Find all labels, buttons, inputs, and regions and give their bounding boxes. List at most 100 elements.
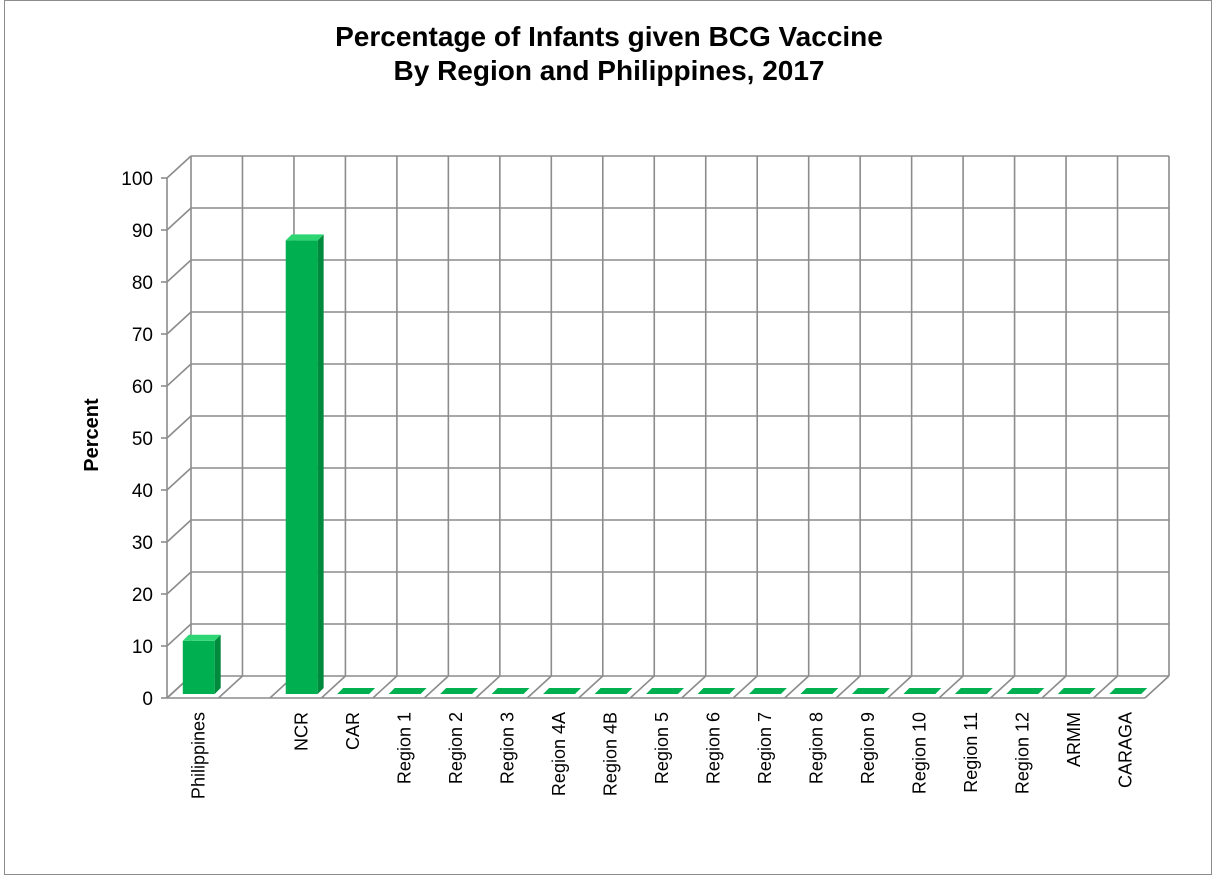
x-category-label-region-11: Region 11: [961, 712, 981, 793]
chart-title-line-1: Percentage of Infants given BCG Vaccine: [335, 21, 883, 52]
bar-top: [285, 234, 324, 241]
x-category-label-region-7: Region 7: [755, 712, 775, 784]
bar-flat: [1006, 688, 1045, 694]
y-tick-label-90: 90: [132, 221, 153, 242]
bar-flat: [646, 688, 684, 694]
bar-Region 1: [388, 688, 427, 694]
y-tick-label-100: 100: [121, 169, 153, 190]
x-category-label-region-6: Region 6: [703, 712, 723, 784]
x-category-label-ncr: NCR: [292, 712, 312, 751]
gridline-side-30: [166, 519, 192, 543]
gridline-side-60: [166, 363, 192, 387]
gridline-side-70: [166, 311, 192, 335]
y-tick-label-20: 20: [132, 585, 153, 606]
bar-flat: [388, 688, 427, 694]
gridline-side-80: [166, 259, 192, 283]
x-category-label-region-9: Region 9: [858, 712, 878, 784]
y-tick-label-40: 40: [132, 481, 153, 502]
floor-depth-6: [475, 675, 501, 699]
y-ticks-layer: 0 10 20 30 40 50 60 70 80 90 100: [121, 169, 167, 710]
y-tick-label-0: 0: [142, 689, 153, 710]
bar-front: [285, 240, 318, 694]
floor-depth-18: [1092, 675, 1119, 699]
x-category-label-region-4b: Region 4B: [601, 712, 621, 796]
x-category-label-region-4a: Region 4A: [549, 712, 569, 796]
x-category-label-caraga: CARAGA: [1115, 712, 1135, 788]
gridline-side-100: [166, 155, 192, 179]
floor-depth-9: [629, 675, 655, 699]
bar-flat: [337, 688, 376, 694]
bar-Region 8: [800, 688, 839, 694]
x-category-label-armm: ARMM: [1064, 712, 1084, 767]
floor-depth-7: [526, 675, 552, 699]
bar-Region 7: [748, 688, 787, 694]
bar-front: [182, 640, 215, 694]
chart-title: Percentage of Infants given BCG Vaccine …: [0, 20, 1218, 88]
x-category-label-region-3: Region 3: [498, 712, 518, 784]
bar-Region 5: [646, 688, 684, 694]
y-tick-label-50: 50: [132, 429, 153, 450]
gridline-side-90: [166, 207, 192, 231]
bar-flat: [748, 688, 787, 694]
bar-flat: [491, 688, 530, 694]
floor-depth-19: [1144, 675, 1170, 699]
gridline-side-10: [166, 623, 192, 647]
x-category-label-region-12: Region 12: [1012, 712, 1032, 794]
gridline-side-40: [166, 467, 192, 491]
floor-depth-15: [938, 675, 964, 699]
x-category-label-car: CAR: [343, 712, 363, 750]
bar-top: [182, 634, 221, 641]
bar-flat: [954, 688, 993, 694]
y-tick-label-30: 30: [132, 533, 153, 554]
bar-CAR: [337, 688, 376, 694]
bar-side: [317, 234, 324, 694]
chart-frame: [4, 0, 1212, 875]
y-axis-label: Percent: [81, 398, 103, 472]
floor-depth-14: [887, 675, 913, 699]
bar-flat: [1109, 688, 1148, 694]
bar-side: [214, 634, 221, 694]
bar-Region 11: [954, 688, 993, 694]
bar-Region 10: [903, 688, 942, 694]
bar-flat: [543, 688, 582, 694]
bar-flat: [594, 688, 633, 694]
gridline-side-50: [166, 415, 192, 439]
bar-flat: [903, 688, 942, 694]
y-tick-label-60: 60: [132, 377, 153, 398]
floor-depth-8: [578, 675, 604, 699]
grid-layer: [166, 155, 1170, 699]
bar-Region 12: [1006, 688, 1045, 694]
y-tick-label-10: 10: [132, 637, 153, 658]
x-category-label-region-2: Region 2: [446, 712, 466, 784]
floor-depth-4: [372, 675, 398, 699]
x-category-label-region-1: Region 1: [395, 712, 415, 784]
bar-CARAGA: [1109, 688, 1148, 694]
bar-flat: [697, 688, 736, 694]
bar-Philippines: [182, 634, 221, 694]
bar-ARMM: [1057, 688, 1096, 694]
bar-Region 9: [851, 688, 890, 694]
x-categories-layer: Philippines NCR CAR Region 1 Region 2 Region …: [189, 712, 1136, 799]
floor-depth-3: [320, 675, 346, 699]
bar-Region 4B: [594, 688, 633, 694]
bar-flat: [800, 688, 839, 694]
floor-depth-16: [990, 675, 1016, 699]
floor-depth-10: [681, 675, 707, 699]
bar-Region 6: [697, 688, 736, 694]
floor-depth-12: [784, 675, 810, 699]
bar-NCR: [285, 234, 324, 694]
bar-flat: [1057, 688, 1096, 694]
y-tick-label-80: 80: [132, 273, 153, 294]
bar-Region 4A: [543, 688, 582, 694]
x-category-label-region-10: Region 10: [909, 712, 929, 794]
floor-depth-5: [423, 675, 449, 699]
chart-title-line-2: By Region and Philippines, 2017: [393, 55, 825, 86]
bar-Region 2: [440, 688, 479, 694]
gridline-side-20: [166, 571, 192, 595]
bars-layer: [182, 234, 1148, 694]
bar-Region 3: [491, 688, 530, 694]
floor-depth-17: [1041, 675, 1067, 699]
x-category-label-philippines: Philippines: [189, 712, 209, 799]
floor-depth-13: [835, 675, 861, 699]
